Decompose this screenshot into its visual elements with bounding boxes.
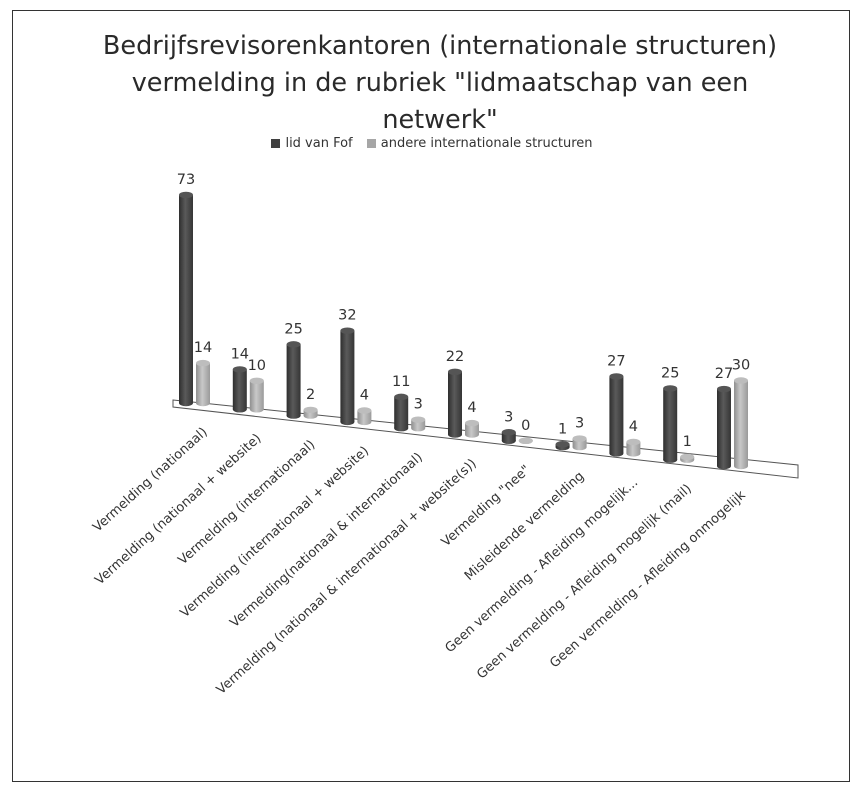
data-label: 4: [360, 388, 369, 404]
chart-floor: [172, 399, 799, 479]
bar: [340, 327, 355, 426]
bar: [179, 191, 193, 407]
data-label: 27: [715, 366, 733, 382]
data-label: 3: [504, 409, 513, 425]
bar: [501, 429, 516, 444]
data-label: 14: [231, 346, 249, 362]
data-label: 25: [284, 321, 302, 337]
data-label: 0: [521, 418, 530, 434]
bar: [717, 385, 731, 470]
data-label: 73: [177, 172, 195, 188]
chart-frame: [12, 10, 850, 782]
bar: [232, 366, 247, 413]
chart-title-line: vermelding in de rubriek "lidmaatschap v…: [131, 68, 749, 98]
data-label: 14: [194, 340, 212, 356]
legend: lid van Fof andere internationale struct…: [0, 136, 864, 151]
category-labels-layer: Vermelding (nationaal)Vermelding (nation…: [90, 425, 749, 698]
data-label: 25: [661, 365, 679, 381]
bar: [411, 416, 426, 432]
legend-swatch-series-2: [366, 139, 376, 148]
bar: [555, 441, 570, 451]
bar: [286, 341, 301, 419]
data-label: 1: [558, 421, 567, 437]
bars-layer: [179, 191, 748, 470]
bar: [734, 377, 748, 470]
chart-title: Bedrijfsrevisorenkantoren (international…: [40, 28, 840, 139]
data-label: 4: [629, 419, 638, 435]
data-label: 3: [575, 416, 584, 432]
bar: [680, 453, 695, 463]
data-label: 11: [392, 374, 410, 390]
bar: [572, 435, 587, 451]
legend-swatch-series-1: [271, 139, 281, 148]
data-label: 32: [338, 308, 356, 324]
legend-entry: andere internationale structuren: [366, 136, 593, 151]
bar: [249, 377, 264, 413]
bar: [518, 437, 533, 444]
bar: [663, 385, 678, 463]
bar: [465, 419, 479, 438]
data-label: 27: [607, 353, 625, 369]
bar: [626, 438, 641, 457]
bar: [394, 393, 409, 432]
bar: [357, 407, 372, 426]
data-label: 22: [446, 349, 464, 365]
data-label: 10: [248, 358, 266, 374]
bar: [196, 359, 210, 407]
legend-label: andere internationale structuren: [380, 136, 593, 151]
chart-title-line: netwerk": [382, 105, 498, 135]
category-label: Vermelding (nationaal): [90, 425, 210, 536]
data-label: 3: [414, 397, 423, 413]
data-label: 30: [732, 358, 750, 374]
data-label: 1: [683, 434, 692, 450]
data-label: 4: [467, 400, 476, 416]
bar: [448, 368, 462, 438]
category-label: Misleidende vermelding: [462, 469, 587, 584]
category-label: Geen vermelding - Afleiding mogelijk (ma…: [474, 482, 695, 683]
legend-entry: lid van Fof: [271, 136, 353, 151]
bar: [303, 406, 318, 419]
data-label: 2: [306, 387, 315, 403]
chart-title-line: Bedrijfsrevisorenkantoren (international…: [102, 31, 778, 61]
bar: [609, 373, 624, 457]
legend-label: lid van Fof: [285, 136, 353, 151]
